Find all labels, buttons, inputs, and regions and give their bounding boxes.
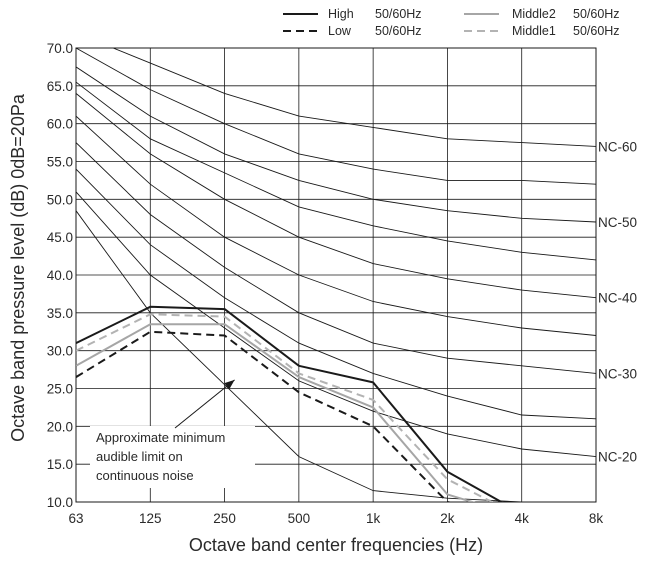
x-tick-label: 4k [515,511,530,526]
nc-curve [76,168,596,420]
nc-curve [76,66,596,223]
x-tick-label: 125 [139,511,162,526]
x-tick-label: 63 [68,511,83,526]
x-tick-label: 2k [440,511,455,526]
series-line-low [76,330,453,502]
annotation-arrow [174,379,235,429]
y-tick-label: 10.0 [47,495,73,510]
x-axis-title: Octave band center frequencies (Hz) [189,535,483,555]
legend-label-middle2: Middle2 [512,7,556,21]
legend-hz-low: 50/60Hz [375,24,422,38]
nc-curve [76,48,596,185]
nc-curve [76,142,596,374]
annotation-line-1: Approximate minimum [96,430,225,445]
nc-curve [76,93,596,299]
x-tick-label: 1k [366,511,381,526]
x-tick-label: 500 [288,511,311,526]
legend-label-middle1: Middle1 [512,24,556,38]
x-tick-label: 8k [589,511,604,526]
legend-hz-middle1: 50/60Hz [573,24,620,38]
annotation-line-2: audible limit on [96,449,183,464]
y-tick-label: 50.0 [47,192,73,207]
y-tick-label: 30.0 [47,344,73,359]
nc-curve-label: NC-40 [598,291,637,306]
legend-label-high: High [328,7,354,21]
nc-curve-label: NC-60 [598,139,637,154]
nc-curve-label: NC-30 [598,366,637,381]
nc-curve [111,48,596,147]
y-tick-label: 15.0 [47,457,73,472]
series-lines [76,305,504,502]
nc-curve-label: NC-50 [598,215,637,230]
nc-curve-label: NC-20 [598,450,637,465]
y-tick-label: 55.0 [47,155,73,170]
audible-limit-annotation: Approximate minimum audible limit on con… [90,379,255,488]
y-tick-label: 35.0 [47,306,73,321]
y-axis-title: Octave band pressure level (dB) 0dB=20Pa [8,93,28,442]
annotation-box [90,426,255,488]
legend-label-low: Low [328,24,352,38]
nc-curve [76,81,596,261]
x-tick-label: 250 [213,511,236,526]
legend: High 50/60Hz Low 50/60Hz Middle2 50/60Hz… [283,7,620,38]
annotation-arrowhead [224,379,235,390]
y-tick-label: 45.0 [47,230,73,245]
series-line-middle1 [76,313,495,502]
y-tick-label: 60.0 [47,117,73,132]
nc-curve [76,115,596,336]
y-tick-label: 20.0 [47,419,73,434]
nc-curve [76,191,596,458]
annotation-line-3: continuous noise [96,468,194,483]
series-line-high [76,305,504,502]
nc-curves [76,48,596,502]
y-tick-labels: 10.0 15.0 20.0 25.0 30.0 35.0 40.0 45.0 50.0 55.0… [47,41,73,510]
y-tick-label: 25.0 [47,382,73,397]
x-tick-labels: 63 125 250 500 1k 2k 4k 8k [68,511,603,526]
legend-hz-high: 50/60Hz [375,7,422,21]
y-tick-label: 40.0 [47,268,73,283]
nc-labels: NC-20 NC-30 NC-40 NC-50 NC-60 [598,139,637,464]
y-tick-label: 70.0 [47,41,73,56]
legend-hz-middle2: 50/60Hz [573,7,620,21]
y-tick-label: 65.0 [47,79,73,94]
series-line-middle2 [76,323,476,502]
